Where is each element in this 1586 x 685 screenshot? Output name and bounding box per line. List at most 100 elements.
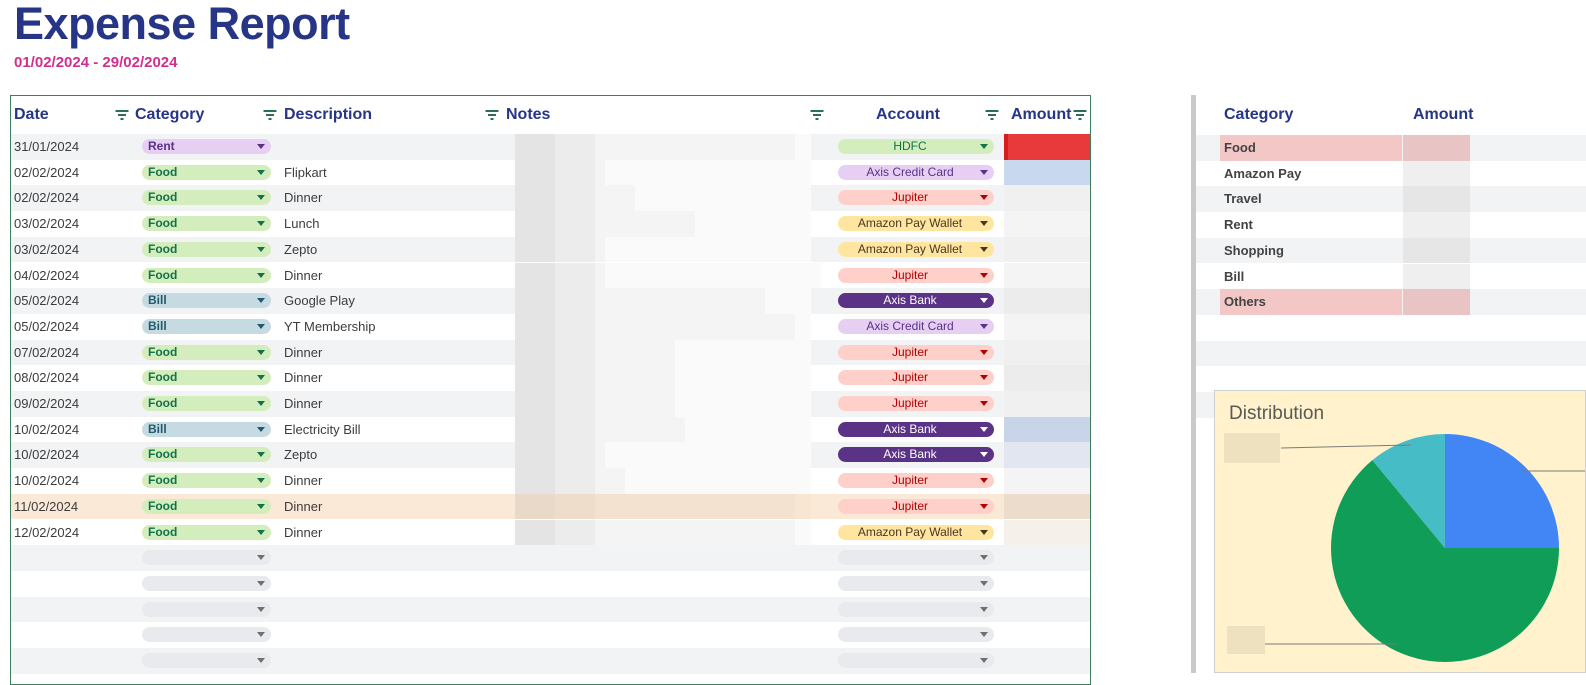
account-dropdown[interactable]: Jupiter — [838, 370, 994, 386]
account-dropdown[interactable]: HDFC — [838, 139, 994, 154]
description-cell[interactable]: Dinner — [284, 473, 323, 489]
date-cell[interactable]: 12/02/2024 — [14, 524, 80, 540]
category-dropdown[interactable]: Bill — [142, 293, 271, 309]
account-dropdown[interactable]: Jupiter — [838, 267, 994, 283]
description-cell[interactable]: Dinner — [284, 190, 323, 206]
category-dropdown[interactable]: Food — [142, 396, 271, 411]
pie-slice[interactable] — [1372, 434, 1445, 548]
date-cell[interactable]: 10/02/2024 — [14, 473, 80, 489]
category-dropdown[interactable] — [142, 653, 271, 668]
description-cell[interactable]: Google Play — [284, 293, 355, 309]
account-dropdown[interactable]: Axis Credit Card — [838, 318, 994, 334]
description-cell[interactable]: Zepto — [284, 241, 318, 257]
table-row[interactable] — [11, 622, 1090, 648]
date-cell[interactable]: 08/02/2024 — [14, 370, 80, 386]
category-dropdown[interactable]: Rent — [142, 139, 271, 154]
table-row[interactable] — [11, 545, 1090, 571]
date-cell[interactable]: 05/02/2024 — [14, 318, 80, 334]
header-category[interactable]: Category — [135, 106, 205, 123]
account-dropdown[interactable]: Amazon Pay Wallet — [838, 524, 994, 540]
description-cell[interactable]: Dinner — [284, 267, 323, 283]
header-date[interactable]: Date — [14, 106, 49, 123]
category-dropdown[interactable]: Food — [142, 190, 271, 206]
category-dropdown[interactable] — [142, 627, 271, 643]
filter-icon[interactable] — [115, 110, 129, 120]
category-dropdown[interactable]: Food — [142, 370, 271, 386]
account-dropdown[interactable]: Axis Credit Card — [838, 164, 994, 180]
table-row[interactable]: 12/02/2024 Food Dinner Amazon Pay Wallet — [11, 520, 1090, 546]
account-dropdown[interactable]: Jupiter — [838, 396, 994, 411]
table-row[interactable]: 10/02/2024 Bill Electricity Bill Axis Bank — [11, 417, 1090, 443]
account-dropdown[interactable]: Axis Bank — [838, 421, 994, 437]
date-cell[interactable]: 02/02/2024 — [14, 164, 80, 180]
table-row[interactable] — [11, 596, 1090, 623]
category-dropdown[interactable]: Food — [142, 524, 271, 540]
description-cell[interactable]: Electricity Bill — [284, 421, 361, 437]
table-row[interactable] — [11, 648, 1090, 674]
description-cell[interactable]: Dinner — [284, 344, 323, 360]
account-dropdown[interactable]: Axis Bank — [838, 293, 994, 309]
description-cell[interactable]: Lunch — [284, 216, 320, 232]
account-dropdown[interactable] — [838, 575, 994, 591]
description-cell[interactable]: Zepto — [284, 447, 318, 463]
date-cell[interactable]: 07/02/2024 — [14, 344, 80, 360]
date-cell[interactable]: 03/02/2024 — [14, 216, 80, 232]
header-amount[interactable]: Amount — [1011, 106, 1072, 123]
account-dropdown[interactable]: Jupiter — [838, 344, 994, 360]
category-dropdown[interactable]: Food — [142, 267, 271, 283]
category-dropdown[interactable]: Food — [142, 241, 271, 257]
table-row[interactable]: 04/02/2024 Food Dinner Jupiter — [11, 263, 1090, 289]
description-cell[interactable]: Dinner — [284, 498, 323, 514]
header-account[interactable]: Account — [876, 106, 940, 123]
account-dropdown[interactable] — [838, 601, 994, 617]
date-cell[interactable]: 03/02/2024 — [14, 241, 80, 257]
filter-icon[interactable] — [485, 110, 499, 120]
pie-slice[interactable] — [1445, 434, 1559, 548]
distribution-chart[interactable]: Distribution — [1214, 390, 1586, 673]
account-dropdown[interactable] — [838, 627, 994, 643]
table-row[interactable]: 03/02/2024 Food Lunch Amazon Pay Wallet — [11, 211, 1090, 237]
filter-icon[interactable] — [263, 110, 277, 120]
table-row[interactable]: 08/02/2024 Food Dinner Jupiter — [11, 365, 1090, 391]
date-cell[interactable]: 02/02/2024 — [14, 190, 80, 206]
table-row[interactable] — [11, 571, 1090, 597]
date-cell[interactable]: 10/02/2024 — [14, 421, 80, 437]
pie-slice[interactable] — [1331, 460, 1559, 662]
description-cell[interactable]: YT Membership — [284, 318, 376, 334]
table-row[interactable]: 05/02/2024 Bill YT Membership Axis Credit C… — [11, 314, 1090, 340]
date-cell[interactable]: 09/02/2024 — [14, 396, 80, 411]
account-dropdown[interactable]: Jupiter — [838, 190, 994, 206]
category-dropdown[interactable]: Food — [142, 447, 271, 463]
account-dropdown[interactable] — [838, 550, 994, 566]
category-dropdown[interactable] — [142, 575, 271, 591]
date-cell[interactable]: 11/02/2024 — [14, 498, 79, 514]
date-cell[interactable]: 10/02/2024 — [14, 447, 80, 463]
date-cell[interactable]: 31/01/2024 — [14, 139, 80, 154]
category-dropdown[interactable] — [142, 550, 271, 566]
column-divider[interactable] — [1191, 95, 1196, 673]
category-dropdown[interactable]: Food — [142, 473, 271, 489]
account-dropdown[interactable]: Amazon Pay Wallet — [838, 216, 994, 232]
table-row[interactable]: 10/02/2024 Food Dinner Jupiter — [11, 468, 1090, 494]
date-cell[interactable]: 05/02/2024 — [14, 293, 80, 309]
filter-icon[interactable] — [1073, 110, 1087, 120]
category-dropdown[interactable]: Food — [142, 344, 271, 360]
category-dropdown[interactable]: Food — [142, 216, 271, 232]
description-cell[interactable]: Flipkart — [284, 164, 327, 180]
account-dropdown[interactable] — [838, 653, 994, 668]
category-dropdown[interactable]: Food — [142, 164, 271, 180]
header-description[interactable]: Description — [284, 106, 373, 123]
description-cell[interactable]: Dinner — [284, 370, 323, 386]
date-cell[interactable]: 04/02/2024 — [14, 267, 80, 283]
filter-icon[interactable] — [810, 110, 824, 120]
account-dropdown[interactable]: Jupiter — [838, 498, 994, 514]
header-notes[interactable]: Notes — [506, 106, 551, 123]
category-dropdown[interactable]: Food — [142, 498, 271, 514]
account-dropdown[interactable]: Amazon Pay Wallet — [838, 241, 994, 257]
account-dropdown[interactable]: Jupiter — [838, 473, 994, 489]
description-cell[interactable]: Dinner — [284, 396, 323, 411]
table-row[interactable]: 02/02/2024 Food Flipkart Axis Credit Card — [11, 160, 1090, 186]
category-dropdown[interactable]: Bill — [142, 318, 271, 334]
filter-icon[interactable] — [985, 110, 999, 120]
category-dropdown[interactable] — [142, 601, 271, 617]
